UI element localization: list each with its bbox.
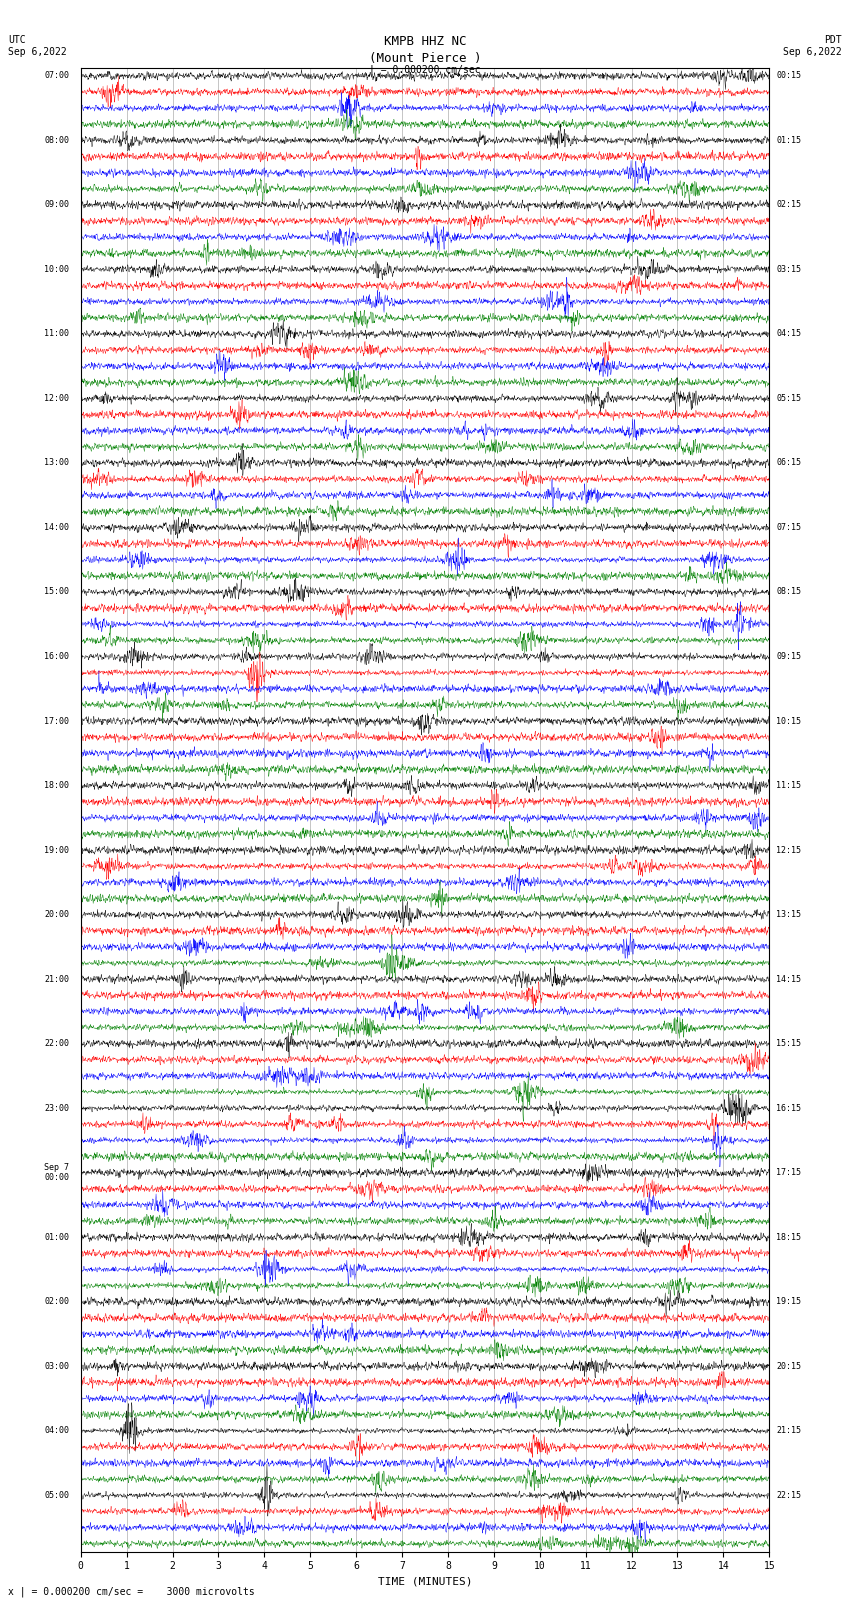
Text: 21:15: 21:15 [776,1426,802,1436]
Text: UTC: UTC [8,35,26,45]
Text: 16:00: 16:00 [44,652,70,661]
Text: 17:15: 17:15 [776,1168,802,1177]
Text: 15:00: 15:00 [44,587,70,597]
Text: 11:00: 11:00 [44,329,70,339]
Text: 19:00: 19:00 [44,845,70,855]
Text: Sep 7
00:00: Sep 7 00:00 [44,1163,70,1182]
Text: 19:15: 19:15 [776,1297,802,1307]
Text: x | = 0.000200 cm/sec =    3000 microvolts: x | = 0.000200 cm/sec = 3000 microvolts [8,1586,255,1597]
Text: 12:15: 12:15 [776,845,802,855]
Text: 18:15: 18:15 [776,1232,802,1242]
Text: 05:15: 05:15 [776,394,802,403]
Text: 02:00: 02:00 [44,1297,70,1307]
Text: 04:00: 04:00 [44,1426,70,1436]
Text: Sep 6,2022: Sep 6,2022 [8,47,67,56]
Text: 09:15: 09:15 [776,652,802,661]
Text: 03:00: 03:00 [44,1361,70,1371]
Text: 14:15: 14:15 [776,974,802,984]
Text: 22:15: 22:15 [776,1490,802,1500]
Text: 12:00: 12:00 [44,394,70,403]
Text: 01:00: 01:00 [44,1232,70,1242]
Text: 08:15: 08:15 [776,587,802,597]
Text: | = 0.000200 cm/sec: | = 0.000200 cm/sec [369,65,481,76]
Text: 17:00: 17:00 [44,716,70,726]
Text: 08:00: 08:00 [44,135,70,145]
Text: 13:00: 13:00 [44,458,70,468]
Text: 01:15: 01:15 [776,135,802,145]
Text: 15:15: 15:15 [776,1039,802,1048]
Text: 00:15: 00:15 [776,71,802,81]
Text: 06:15: 06:15 [776,458,802,468]
Text: 11:15: 11:15 [776,781,802,790]
Text: 14:00: 14:00 [44,523,70,532]
Text: 22:00: 22:00 [44,1039,70,1048]
Text: 20:15: 20:15 [776,1361,802,1371]
Text: 09:00: 09:00 [44,200,70,210]
Text: 03:15: 03:15 [776,265,802,274]
Text: 20:00: 20:00 [44,910,70,919]
X-axis label: TIME (MINUTES): TIME (MINUTES) [377,1578,473,1587]
Text: 10:00: 10:00 [44,265,70,274]
Text: 23:00: 23:00 [44,1103,70,1113]
Text: 16:15: 16:15 [776,1103,802,1113]
Text: 18:00: 18:00 [44,781,70,790]
Text: 04:15: 04:15 [776,329,802,339]
Text: 21:00: 21:00 [44,974,70,984]
Text: 10:15: 10:15 [776,716,802,726]
Text: 13:15: 13:15 [776,910,802,919]
Text: 05:00: 05:00 [44,1490,70,1500]
Text: KMPB HHZ NC
(Mount Pierce ): KMPB HHZ NC (Mount Pierce ) [369,35,481,66]
Text: 02:15: 02:15 [776,200,802,210]
Text: 07:00: 07:00 [44,71,70,81]
Text: PDT: PDT [824,35,842,45]
Text: 07:15: 07:15 [776,523,802,532]
Text: Sep 6,2022: Sep 6,2022 [783,47,842,56]
